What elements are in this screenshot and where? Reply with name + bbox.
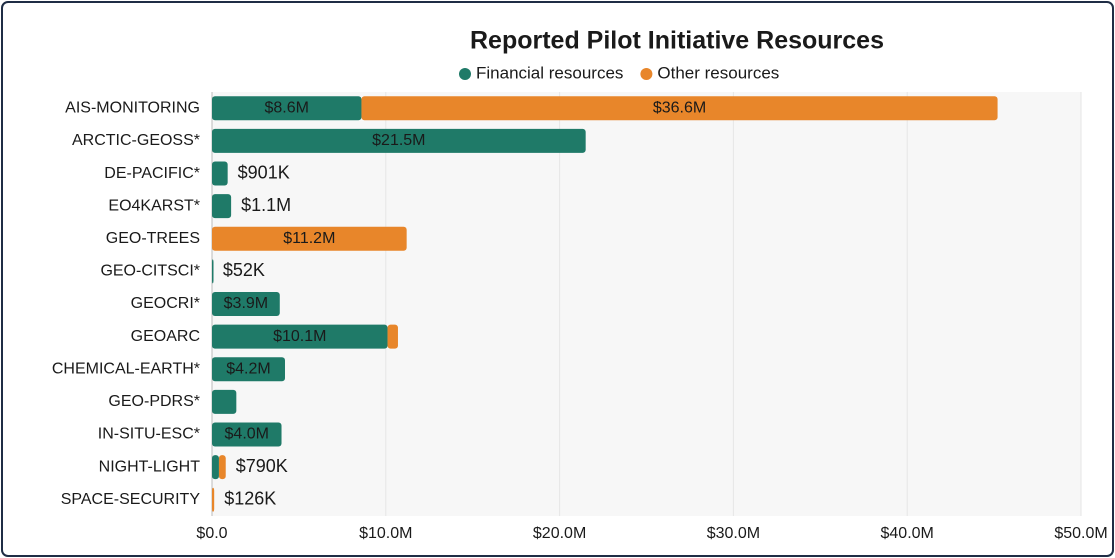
total-label: $901K	[238, 162, 290, 182]
x-tick-label: $40.0M	[881, 525, 934, 542]
bar-segment	[212, 292, 280, 316]
data-label: $10.1M	[273, 328, 326, 345]
y-tick-label: EO4KARST*	[108, 197, 200, 214]
y-tick-label: AIS-MONITORING	[65, 100, 200, 117]
data-label: $21.5M	[372, 132, 425, 149]
y-tick-label: GEOARC	[131, 328, 200, 345]
total-label: $1.1M	[241, 195, 291, 215]
y-tick-label: IN-SITU-ESC*	[98, 426, 200, 443]
bar-segment	[212, 389, 237, 414]
bar-segment	[212, 455, 219, 480]
x-tick-label: $20.0M	[533, 525, 586, 542]
y-tick-label: GEO-TREES	[106, 230, 200, 247]
y-tick-label: GEOCRI*	[131, 295, 200, 312]
legend-marker	[459, 68, 471, 80]
data-label: $4.0M	[225, 426, 269, 443]
bar-segment	[212, 161, 228, 186]
bar-segment	[212, 357, 285, 382]
x-tick-label: $0.0	[196, 525, 227, 542]
bar-segment	[212, 324, 388, 349]
bar-segment	[212, 194, 232, 219]
data-label: $4.2M	[226, 360, 270, 377]
x-tick-label: $50.0M	[1054, 525, 1107, 542]
total-label: $126K	[224, 488, 276, 508]
bar-segment	[212, 96, 362, 121]
data-label: $8.6M	[264, 100, 308, 117]
bar-segment	[212, 487, 215, 512]
y-tick-label: GEO-CITSCI*	[100, 263, 200, 280]
total-label: $790K	[236, 456, 288, 476]
y-tick-label: GEO-PDRS*	[108, 393, 200, 410]
plot-area	[212, 92, 1081, 516]
y-tick-label: NIGHT-LIGHT	[99, 458, 201, 475]
bar-segment	[218, 455, 226, 480]
y-tick-label: DE-PACIFIC*	[104, 165, 200, 182]
y-tick-label: ARCTIC-GEOSS*	[72, 132, 200, 149]
x-tick-label: $10.0M	[359, 525, 412, 542]
bar-segment	[212, 226, 407, 251]
y-tick-label: SPACE-SECURITY	[61, 491, 201, 508]
total-label: $52K	[223, 260, 265, 280]
chart-title: Reported Pilot Initiative Resources	[470, 27, 884, 55]
data-label: $36.6M	[653, 100, 706, 117]
data-label: $11.2M	[283, 230, 335, 247]
x-tick-label: $30.0M	[707, 525, 760, 542]
legend-label: Financial resources	[476, 63, 623, 82]
data-label: $3.9M	[224, 295, 268, 312]
bar-segment	[212, 422, 282, 447]
legend-marker	[640, 68, 653, 80]
bar-segment	[361, 96, 998, 121]
bar-segment	[212, 128, 586, 153]
bar-segment	[387, 324, 398, 349]
y-tick-label: CHEMICAL-EARTH*	[52, 360, 200, 377]
bar-segment	[212, 259, 214, 284]
legend-label: Other resources	[657, 63, 779, 82]
